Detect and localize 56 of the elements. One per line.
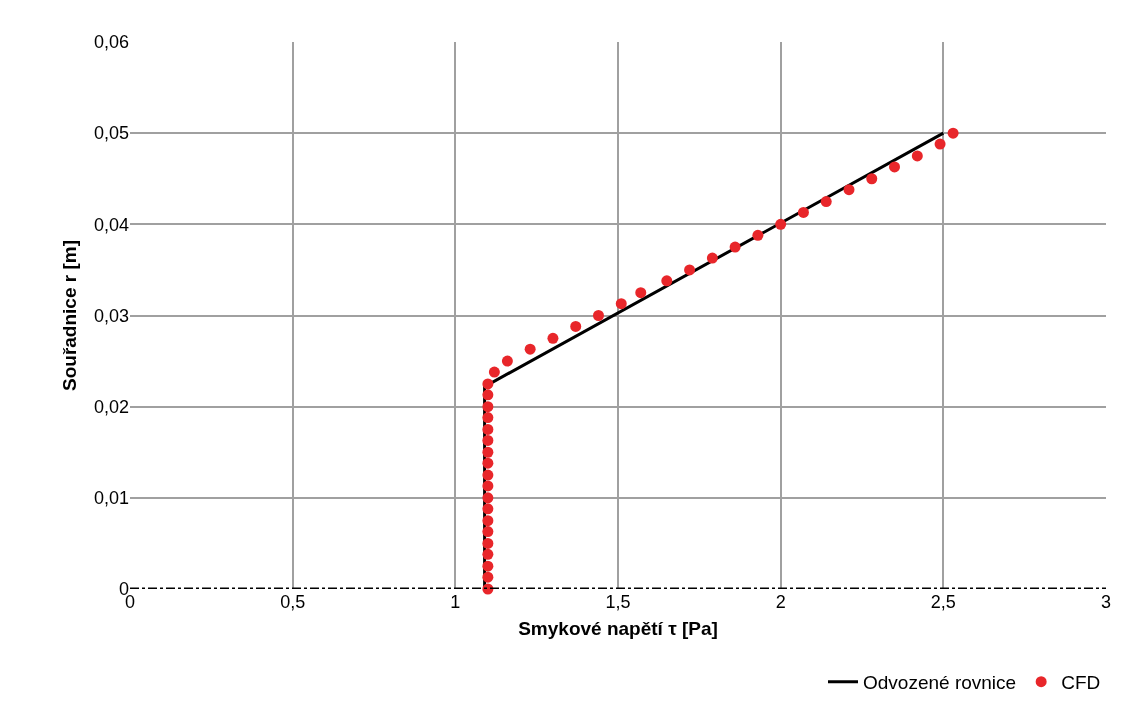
point	[482, 378, 494, 390]
point	[684, 264, 696, 276]
point	[482, 412, 494, 424]
point	[797, 206, 809, 218]
point	[482, 434, 494, 446]
x-tick-label: 1	[450, 592, 461, 612]
point	[501, 355, 513, 367]
point	[706, 252, 718, 264]
point	[547, 332, 559, 344]
legend-label: CFD	[1061, 672, 1101, 694]
point	[934, 138, 946, 150]
point	[482, 515, 494, 527]
point	[729, 241, 741, 253]
y-axis-title: Souřadnice r [m]	[58, 240, 80, 391]
point	[635, 287, 647, 299]
y-tick-label: 0,05	[93, 123, 129, 144]
point	[524, 343, 536, 355]
point	[947, 127, 959, 139]
x-tick-label: 0,5	[280, 592, 306, 612]
x-tick-label: 1,5	[605, 592, 631, 612]
y-tick-label: 0,06	[93, 32, 129, 53]
y-tick-label: 0,04	[93, 214, 129, 235]
point	[482, 548, 494, 560]
x-tick-label: 2,5	[930, 592, 956, 612]
point	[488, 366, 500, 378]
x-tick-label: 3	[1100, 592, 1112, 612]
point	[775, 218, 787, 230]
point	[482, 560, 494, 572]
point	[482, 571, 494, 583]
y-tick-label: 0,01	[93, 488, 129, 509]
point	[843, 184, 855, 196]
point	[482, 423, 494, 435]
point	[482, 480, 494, 492]
point	[592, 310, 604, 321]
point	[615, 298, 627, 310]
point	[911, 150, 923, 162]
y-tick-label: 0,03	[93, 305, 129, 326]
point	[889, 161, 901, 173]
point	[482, 492, 494, 504]
point	[820, 196, 832, 208]
point	[482, 526, 494, 538]
x-tick-label: 2	[775, 592, 786, 612]
point	[482, 401, 494, 413]
point	[752, 229, 764, 241]
point	[482, 537, 494, 549]
y-tick-label: 0,02	[93, 396, 129, 417]
x-axis-title: Smykové napětí τ [Pa]	[518, 617, 718, 639]
point	[482, 389, 494, 401]
point	[482, 457, 494, 469]
point	[866, 173, 878, 185]
point	[482, 446, 494, 458]
point	[482, 469, 494, 481]
point	[570, 320, 582, 332]
point	[661, 275, 673, 287]
point	[482, 503, 494, 515]
legend-label: Odvozené rovnice	[863, 672, 1017, 694]
